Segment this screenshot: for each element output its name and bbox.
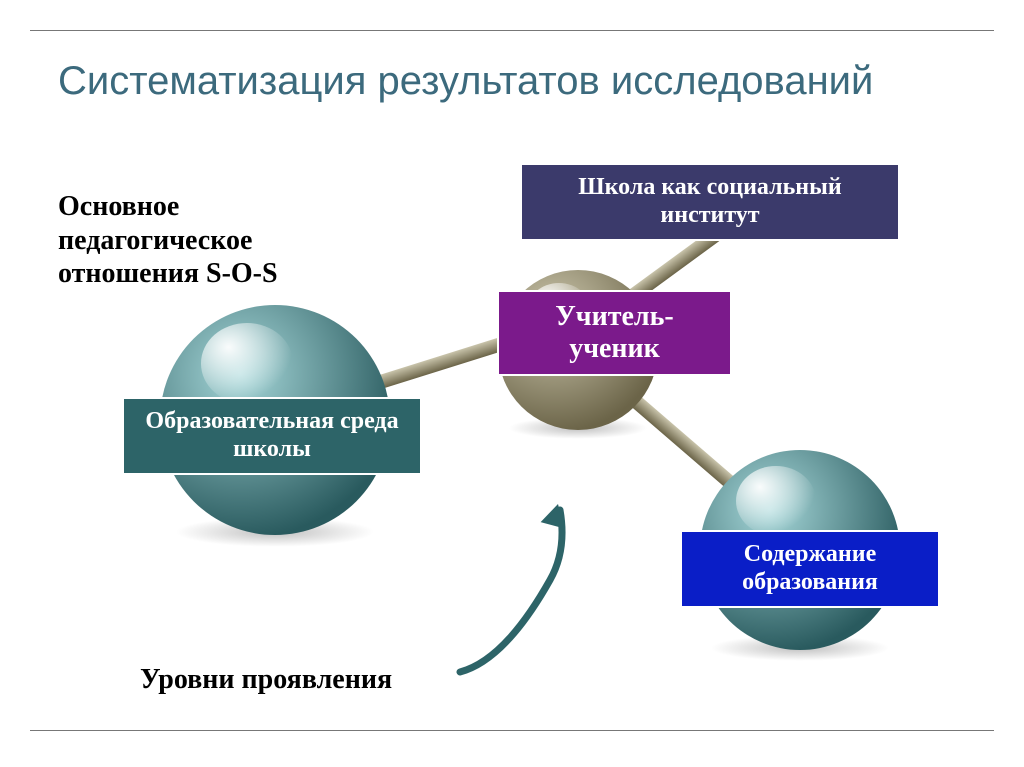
box-left-label: Образовательная среда школы xyxy=(132,408,412,463)
box-top-label: Школа как социальный институт xyxy=(530,174,890,229)
box-right-label: Содержание образования xyxy=(690,541,930,596)
slide-title: Систематизация результатов исследований xyxy=(58,58,958,104)
box-top: Школа как социальный институт xyxy=(520,163,900,241)
arrow-path xyxy=(460,510,562,672)
box-right: Содержание образования xyxy=(680,530,940,608)
arrow-head xyxy=(541,504,564,528)
box-center-label: Учитель- ученик xyxy=(507,301,722,365)
box-center: Учитель- ученик xyxy=(497,290,732,376)
bottom-label: Уровни проявления xyxy=(140,664,392,696)
slide: Систематизация результатов исследований … xyxy=(0,0,1024,767)
top-rule xyxy=(30,30,994,31)
box-left: Образовательная среда школы xyxy=(122,397,422,475)
bottom-rule xyxy=(30,730,994,731)
subtitle: Основноепедагогическоеотношения S-O-S xyxy=(58,190,278,291)
